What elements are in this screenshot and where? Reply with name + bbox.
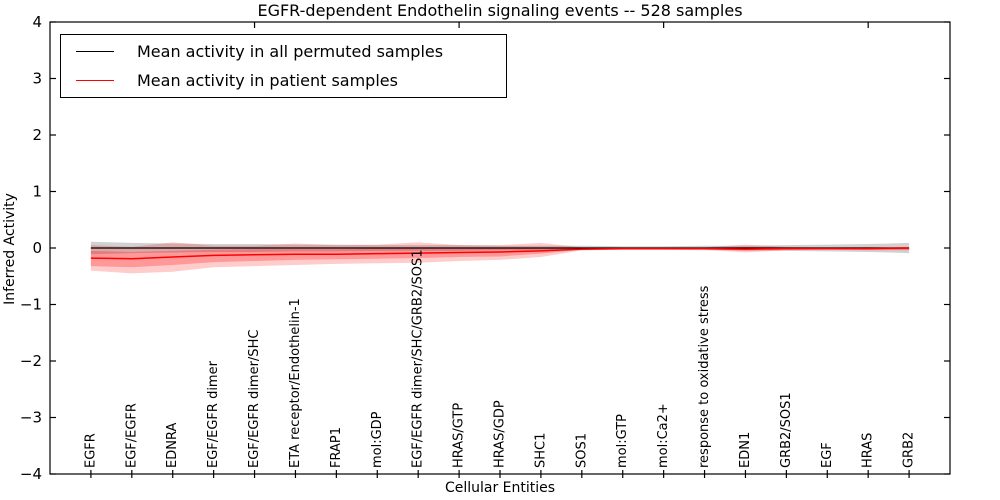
y-tick-label: 3	[32, 70, 42, 88]
x-category-label: SHC1	[533, 433, 548, 468]
legend-label-permuted: Mean activity in all permuted samples	[137, 41, 444, 61]
confidence-band-series1-0	[90, 242, 910, 274]
y-tick-label: 0	[32, 239, 42, 257]
x-category-label: HRAS/GDP	[493, 400, 508, 468]
x-category-label: EGF/EGFR dimer	[206, 360, 221, 468]
y-tick-label: −4	[20, 465, 42, 483]
legend: Mean activity in all permuted samples Me…	[60, 34, 507, 98]
x-category-label: EGFR	[83, 433, 98, 468]
y-tick-label: −3	[20, 409, 42, 427]
x-category-label: mol:GDP	[370, 411, 385, 468]
y-tick-label: 1	[32, 183, 42, 201]
black-line-swatch	[76, 50, 114, 52]
x-category-label: EGF	[820, 442, 835, 468]
confidence-band-series1-1	[90, 246, 910, 268]
x-category-label: GRB2	[902, 432, 917, 468]
x-category-label: ETA receptor/Endothelin-1	[288, 298, 303, 468]
x-category-label: EGF/EGFR dimer/SHC/GRB2/SOS1	[411, 250, 426, 469]
series-line-1	[90, 247, 910, 260]
x-category-label: FRAP1	[329, 427, 344, 468]
y-tick-label: 2	[32, 126, 42, 144]
red-line-swatch	[76, 80, 114, 82]
x-category-label: mol:Ca2+	[656, 403, 671, 468]
y-tick-label: 4	[32, 13, 42, 31]
x-category-label: mol:GTP	[615, 414, 630, 468]
x-category-label: EDN1	[738, 432, 753, 468]
x-category-label: response to oxidative stress	[697, 285, 712, 468]
chart-title: EGFR-dependent Endothelin signaling even…	[257, 1, 743, 20]
x-category-label: HRAS/GTP	[452, 403, 467, 468]
y-tick-label: −2	[20, 352, 42, 370]
x-category-label: EGF/EGFR dimer/SHC	[247, 330, 262, 468]
x-category-label: SOS1	[574, 433, 589, 468]
x-category-label: GRB2/SOS1	[779, 392, 794, 468]
legend-item-permuted: Mean activity in all permuted samples	[76, 38, 506, 64]
x-axis-label: Cellular Entities	[444, 480, 556, 496]
x-category-label: EGF/EGFR	[124, 403, 139, 468]
legend-label-patient: Mean activity in patient samples	[137, 71, 398, 91]
y-tick-label: −1	[20, 296, 42, 314]
legend-item-patient: Mean activity in patient samples	[76, 68, 506, 94]
x-category-label: EDNRA	[165, 423, 180, 468]
x-category-label: HRAS	[861, 433, 876, 468]
